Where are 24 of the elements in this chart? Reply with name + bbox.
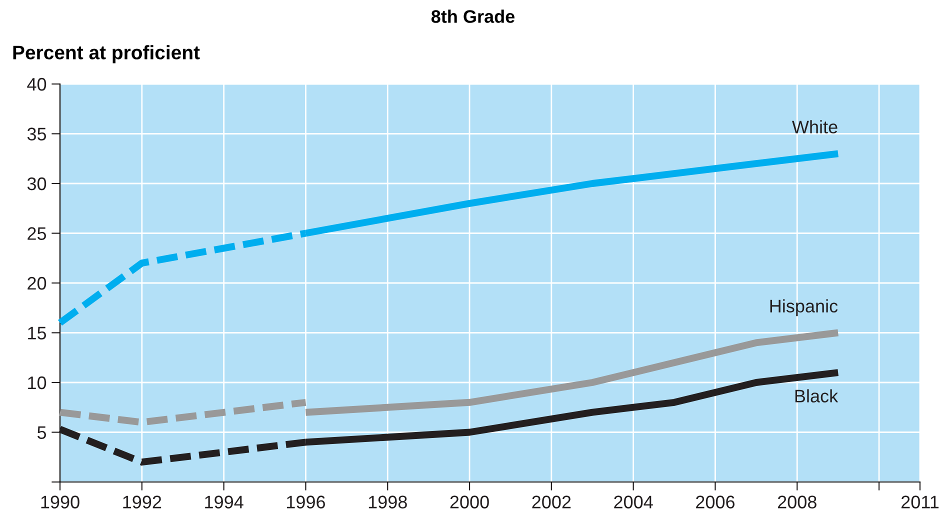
y-tick-label: 25 (28, 227, 46, 240)
y-tick-label: 30 (27, 177, 46, 190)
y-axis-title: Percent at proficient (13, 45, 200, 64)
y-tick-label: 5 (37, 426, 46, 439)
y-tick-label: 15 (28, 326, 46, 340)
x-tick-label: 2004 (614, 496, 653, 508)
y-tick-label: 40 (27, 78, 46, 91)
chart-title: 8th Grade (431, 10, 515, 23)
x-tick-label: 1998 (368, 496, 407, 508)
series-label: Hispanic (770, 299, 838, 316)
x-tick-label: 2002 (532, 496, 571, 508)
x-tick-label: 1994 (205, 496, 244, 508)
x-tick-label: 1996 (287, 496, 326, 508)
x-tick-label: 1992 (123, 496, 162, 508)
series-label: White (792, 120, 838, 134)
y-tick-label: 35 (27, 128, 46, 140)
x-tick-label: 2011 (901, 496, 939, 508)
y-tick-label: 10 (28, 376, 46, 390)
series-label: Black (795, 389, 838, 402)
x-tick-label: 1990 (41, 496, 80, 508)
y-tick-label: 20 (28, 276, 46, 290)
x-tick-label: 2006 (696, 496, 735, 508)
x-tick-label: 2000 (450, 496, 489, 508)
x-tick-label: 2008 (778, 496, 816, 508)
